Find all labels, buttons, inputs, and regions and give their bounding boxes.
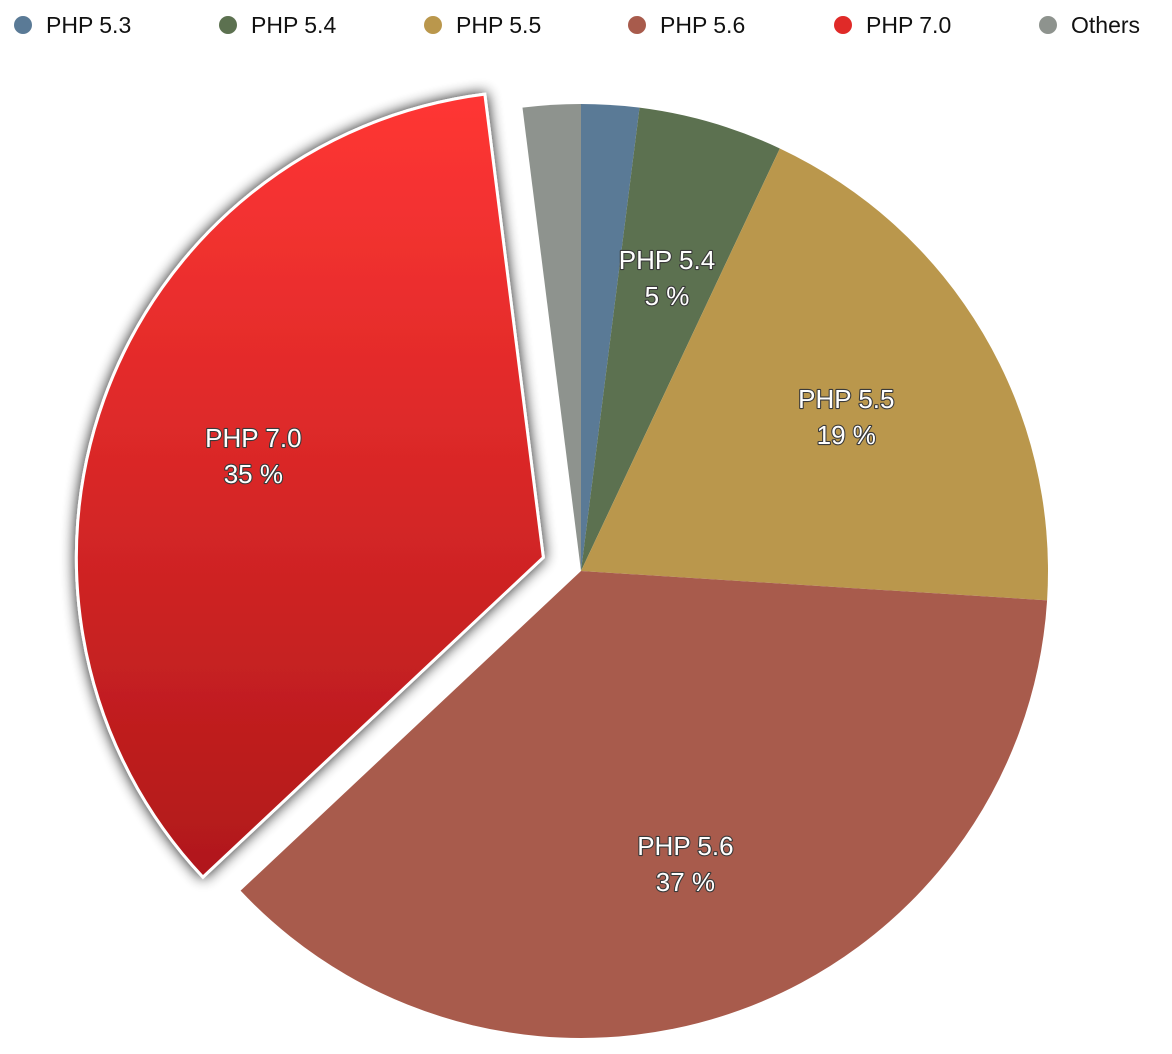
slice-label-name: PHP 7.0 (205, 423, 301, 453)
legend-label: PHP 5.3 (46, 11, 132, 38)
legend-swatch-php-7-0 (834, 16, 852, 34)
pie-slice-php-5-5[interactable] (581, 148, 1048, 601)
legend-label: PHP 5.6 (660, 11, 746, 38)
legend-swatch-php-5-5 (424, 16, 442, 34)
legend-item-php-5-6[interactable]: PHP 5.6 (628, 10, 745, 40)
slice-label-percent: 19 % (817, 420, 876, 450)
legend-label: PHP 5.4 (251, 11, 337, 38)
slice-label-percent: 5 % (645, 281, 690, 311)
legend-item-others[interactable]: Others (1039, 10, 1140, 40)
legend-item-php-5-3[interactable]: PHP 5.3 (14, 10, 131, 40)
slice-label-name: PHP 5.5 (798, 384, 894, 414)
slice-label-percent: 35 % (224, 459, 283, 489)
legend-item-php-7-0[interactable]: PHP 7.0 (834, 10, 951, 40)
legend-swatch-php-5-4 (219, 16, 237, 34)
slice-label-percent: 37 % (656, 867, 715, 897)
slice-label-php-5-6: PHP 5.6 37 % (637, 831, 733, 897)
pie-slice-php-7-0[interactable] (74, 92, 545, 880)
pie-slice-php-5-4[interactable] (581, 107, 780, 571)
pie-slice-others[interactable] (522, 104, 581, 571)
pie-slice-php-5-3[interactable] (581, 104, 640, 571)
slice-label-name: PHP 5.6 (637, 831, 733, 861)
legend-swatch-php-5-6 (628, 16, 646, 34)
slice-label-name: PHP 5.4 (619, 245, 715, 275)
legend-label: Others (1071, 11, 1141, 38)
legend-label: PHP 5.5 (456, 11, 542, 38)
legend-label: PHP 7.0 (866, 11, 952, 38)
legend-item-php-5-4[interactable]: PHP 5.4 (219, 10, 336, 40)
chart-legend: PHP 5.3 PHP 5.4 PHP 5.5 PHP 5.6 PHP 7.0 … (0, 0, 1172, 50)
slice-label-php-7-0: PHP 7.0 35 % (205, 423, 301, 489)
legend-swatch-others (1039, 16, 1057, 34)
slice-label-php-5-4: PHP 5.4 5 % (619, 245, 715, 311)
legend-swatch-php-5-3 (14, 16, 32, 34)
pie-slice-php-5-6[interactable] (240, 571, 1048, 1038)
legend-item-php-5-5[interactable]: PHP 5.5 (424, 10, 541, 40)
slice-label-php-5-5: PHP 5.5 19 % (798, 384, 894, 450)
